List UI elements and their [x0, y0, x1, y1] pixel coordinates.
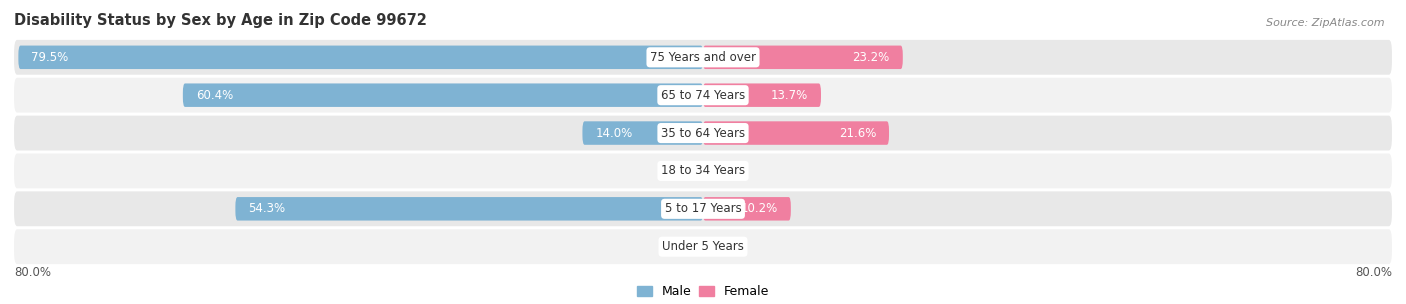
Text: 79.5%: 79.5%: [31, 51, 69, 64]
Text: 75 Years and over: 75 Years and over: [650, 51, 756, 64]
Text: 54.3%: 54.3%: [249, 202, 285, 215]
FancyBboxPatch shape: [703, 83, 821, 107]
Text: 14.0%: 14.0%: [595, 126, 633, 140]
FancyBboxPatch shape: [703, 197, 790, 221]
Text: 0.0%: 0.0%: [665, 240, 695, 253]
FancyBboxPatch shape: [183, 83, 703, 107]
FancyBboxPatch shape: [582, 121, 703, 145]
Text: 5 to 17 Years: 5 to 17 Years: [665, 202, 741, 215]
Text: 18 to 34 Years: 18 to 34 Years: [661, 164, 745, 178]
FancyBboxPatch shape: [14, 78, 1392, 112]
FancyBboxPatch shape: [14, 192, 1392, 226]
Text: 10.2%: 10.2%: [741, 202, 778, 215]
FancyBboxPatch shape: [14, 116, 1392, 150]
Text: Under 5 Years: Under 5 Years: [662, 240, 744, 253]
FancyBboxPatch shape: [14, 154, 1392, 188]
Text: 13.7%: 13.7%: [770, 89, 808, 102]
Text: 0.0%: 0.0%: [665, 164, 695, 178]
Text: 21.6%: 21.6%: [839, 126, 876, 140]
FancyBboxPatch shape: [14, 229, 1392, 264]
Text: Disability Status by Sex by Age in Zip Code 99672: Disability Status by Sex by Age in Zip C…: [14, 13, 427, 28]
Text: 80.0%: 80.0%: [14, 266, 51, 279]
Text: 35 to 64 Years: 35 to 64 Years: [661, 126, 745, 140]
Text: Source: ZipAtlas.com: Source: ZipAtlas.com: [1267, 18, 1385, 28]
FancyBboxPatch shape: [235, 197, 703, 221]
Text: 60.4%: 60.4%: [195, 89, 233, 102]
FancyBboxPatch shape: [14, 40, 1392, 75]
Text: 65 to 74 Years: 65 to 74 Years: [661, 89, 745, 102]
Text: 0.0%: 0.0%: [711, 240, 741, 253]
Text: 23.2%: 23.2%: [852, 51, 890, 64]
FancyBboxPatch shape: [703, 121, 889, 145]
Text: 0.0%: 0.0%: [711, 164, 741, 178]
FancyBboxPatch shape: [703, 46, 903, 69]
FancyBboxPatch shape: [18, 46, 703, 69]
Text: 80.0%: 80.0%: [1355, 266, 1392, 279]
Legend: Male, Female: Male, Female: [637, 285, 769, 298]
